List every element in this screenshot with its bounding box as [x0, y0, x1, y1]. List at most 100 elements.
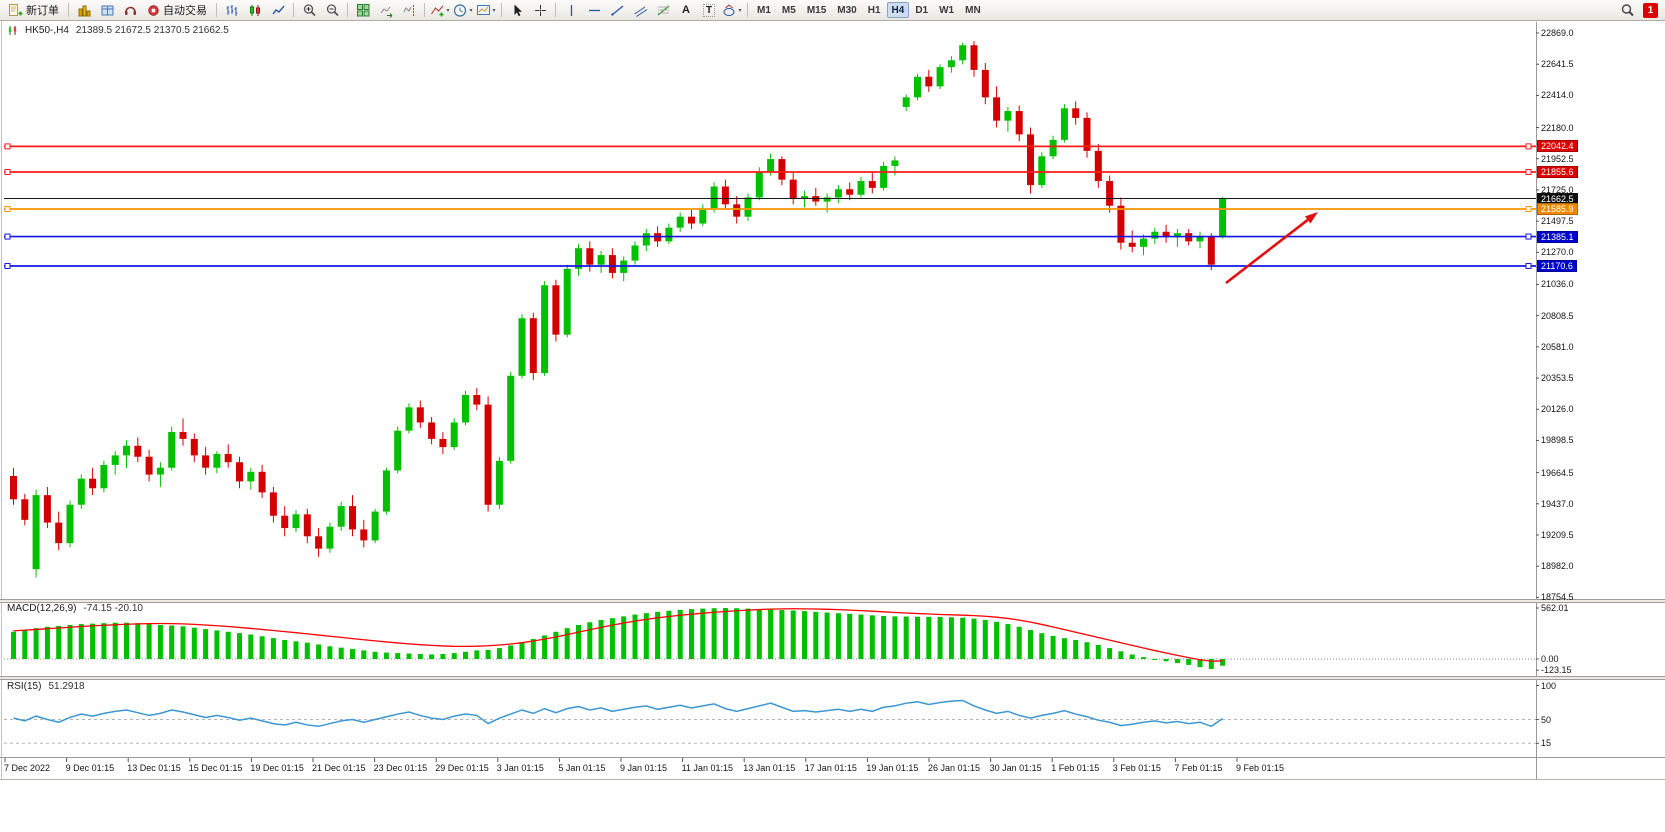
macd-histogram-bar: [824, 612, 830, 659]
macd-histogram-bar: [485, 649, 491, 659]
line-handle[interactable]: [4, 169, 11, 176]
candle-body: [914, 76, 921, 98]
auto-trading-button[interactable]: 自动交易: [142, 1, 212, 19]
macd-histogram-bar: [56, 625, 62, 659]
macd-histogram-bar: [689, 609, 694, 659]
chart-shift-button[interactable]: [398, 1, 420, 19]
candle-body: [1027, 134, 1034, 186]
candle-body: [1015, 111, 1023, 135]
line-handle[interactable]: [4, 262, 11, 269]
macd-histogram-bar: [722, 608, 728, 659]
macd-histogram-bar: [587, 622, 593, 659]
indicators-button[interactable]: ▾: [429, 1, 451, 19]
candlestick-chart-button[interactable]: [244, 1, 266, 19]
timeframe-m5-button[interactable]: M5: [777, 2, 801, 18]
new-order-button[interactable]: 新订单: [3, 1, 64, 19]
candle-body: [1049, 139, 1057, 157]
panel-splitter[interactable]: [0, 676, 1665, 680]
macd-histogram-bar: [677, 609, 683, 659]
clock-icon: [454, 3, 467, 17]
macd-histogram-bar: [406, 653, 412, 659]
macd-histogram-bar: [903, 616, 909, 659]
candle-body: [416, 407, 424, 423]
candle-body: [947, 60, 955, 68]
candle-body: [834, 189, 842, 198]
toolbar-separator: [216, 3, 217, 17]
trendline-button[interactable]: [606, 1, 628, 19]
macd-histogram-bar: [790, 610, 796, 659]
vertical-line-button[interactable]: [560, 1, 582, 19]
candle-body: [111, 455, 119, 465]
fibonacci-button[interactable]: [652, 1, 674, 19]
timeframe-d1-button[interactable]: D1: [910, 2, 933, 18]
bar-chart-button[interactable]: [221, 1, 243, 19]
candle-body: [1060, 108, 1068, 140]
timeframe-w1-button[interactable]: W1: [934, 2, 959, 18]
macd-histogram-bar: [1152, 659, 1158, 660]
line-handle[interactable]: [1525, 169, 1532, 176]
cursor-button[interactable]: [506, 1, 528, 19]
timeframe-m1-button[interactable]: M1: [752, 2, 776, 18]
profiles-button[interactable]: [96, 1, 118, 19]
macd-histogram-bar: [971, 618, 977, 659]
timeframe-h4-button[interactable]: H4: [886, 2, 910, 18]
line-chart-button[interactable]: [267, 1, 289, 19]
tile-windows-button[interactable]: [352, 1, 374, 19]
toolbar-separator: [68, 3, 69, 17]
macd-histogram-bar: [44, 626, 50, 659]
line-handle[interactable]: [1525, 143, 1532, 150]
candle-body: [371, 511, 379, 541]
candle-body: [733, 204, 741, 217]
charts-button[interactable]: [73, 1, 95, 19]
auto-scroll-icon: [380, 6, 392, 18]
zoom-out-button[interactable]: [321, 1, 343, 19]
time-axis-border: [0, 757, 1665, 758]
macd-histogram-bar: [519, 642, 525, 659]
candle-body: [190, 438, 198, 456]
macd-histogram-bar: [756, 609, 762, 659]
line-handle[interactable]: [1525, 262, 1532, 269]
candle-body: [880, 165, 888, 188]
crosshair-button[interactable]: [529, 1, 551, 19]
text-button[interactable]: A: [675, 1, 697, 19]
trend-arrow-head[interactable]: [1304, 212, 1318, 224]
candle-body: [439, 438, 447, 448]
charts-icon: [78, 5, 90, 16]
bar-chart-icon: [226, 4, 237, 16]
candle-body: [642, 233, 650, 246]
candle-body: [495, 460, 503, 505]
timeframe-m15-button[interactable]: M15: [802, 2, 831, 18]
timeframe-m30-button[interactable]: M30: [832, 2, 861, 18]
search-button[interactable]: [1616, 1, 1638, 19]
headset-icon: [124, 6, 136, 15]
candle-body: [507, 375, 515, 461]
equidistant-channel-button[interactable]: [629, 1, 651, 19]
timeframe-mn-button[interactable]: MN: [960, 2, 986, 18]
text-label-button[interactable]: T: [698, 1, 720, 19]
macd-histogram-bar: [180, 626, 186, 659]
horizontal-line-button[interactable]: [583, 1, 605, 19]
zoom-in-button[interactable]: [298, 1, 320, 19]
macd-histogram-bar: [270, 638, 276, 659]
candle-body: [1083, 117, 1091, 151]
macd-histogram-bar: [90, 623, 96, 659]
macd-histogram-bar: [1084, 642, 1090, 659]
line-handle[interactable]: [4, 206, 11, 213]
line-handle[interactable]: [4, 143, 11, 150]
dropdown-chevron: ▾: [469, 7, 473, 14]
candle-body: [326, 526, 334, 549]
templates-button[interactable]: ▾: [475, 1, 497, 19]
candle-body: [1004, 111, 1012, 121]
line-handle[interactable]: [4, 233, 11, 240]
periods-button[interactable]: ▾: [452, 1, 474, 19]
auto-scroll-button[interactable]: [375, 1, 397, 19]
trend-arrow[interactable]: [1225, 218, 1309, 285]
line-handle[interactable]: [1525, 206, 1532, 213]
notification-badge[interactable]: 1: [1643, 2, 1658, 18]
panel-splitter[interactable]: [0, 599, 1665, 603]
macd-histogram-bar: [835, 613, 841, 659]
alerts-button[interactable]: [119, 1, 141, 19]
line-handle[interactable]: [1525, 233, 1532, 240]
timeframe-h1-button[interactable]: H1: [863, 2, 886, 18]
shapes-button[interactable]: ▾: [721, 1, 743, 19]
